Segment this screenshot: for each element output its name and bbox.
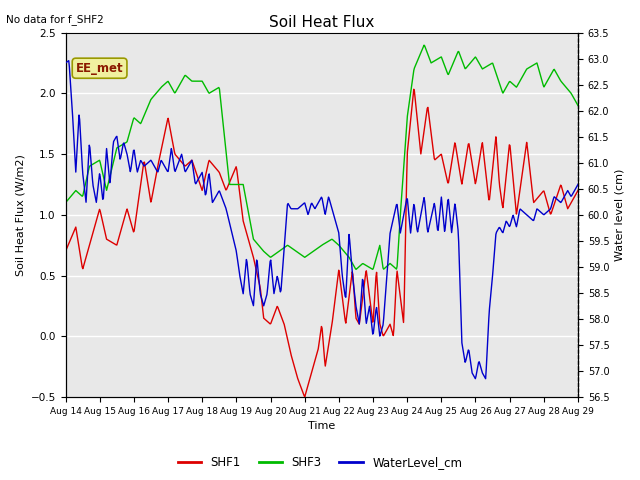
Y-axis label: Water level (cm): Water level (cm) [615,168,625,261]
Y-axis label: Soil Heat Flux (W/m2): Soil Heat Flux (W/m2) [15,154,25,276]
Title: Soil Heat Flux: Soil Heat Flux [269,15,374,30]
Text: EE_met: EE_met [76,62,124,75]
X-axis label: Time: Time [308,421,335,432]
Text: No data for f_SHF2: No data for f_SHF2 [6,14,104,25]
Legend: SHF1, SHF3, WaterLevel_cm: SHF1, SHF3, WaterLevel_cm [173,452,467,474]
